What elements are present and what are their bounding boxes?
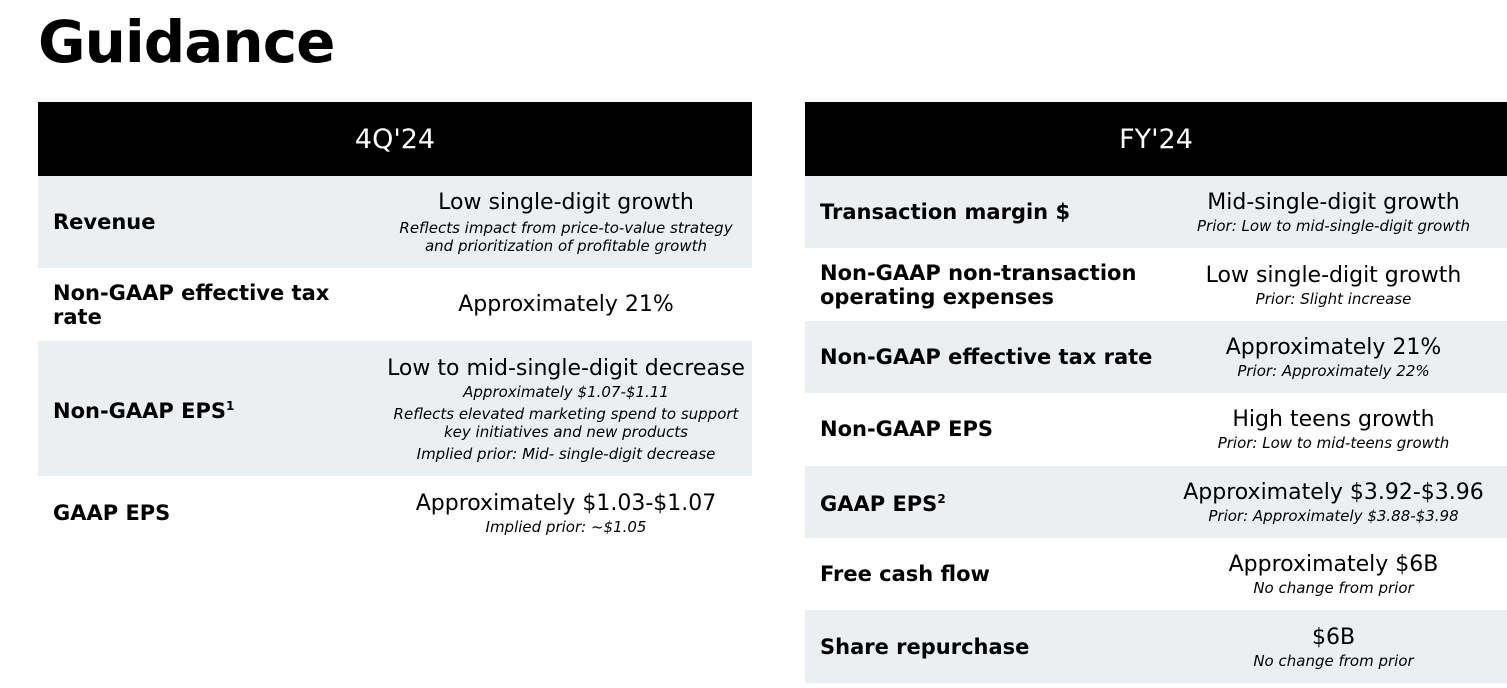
row-note: Reflects impact from price-to-value stra… — [399, 219, 733, 237]
row-label: Non-GAAP effective tax rate — [53, 280, 330, 329]
row-note: key initiatives and new products — [444, 422, 688, 441]
table-row: GAAP EPS Approximately $1.03-$1.07 Impli… — [38, 476, 752, 550]
row-value: Low single-digit growth — [1205, 262, 1462, 288]
page-title: Guidance — [38, 8, 335, 76]
quarter-guidance-table: 4Q'24 Revenue Low single-digit growth Re… — [38, 102, 752, 550]
row-note: Approximately $1.07-$1.11 — [463, 382, 669, 401]
row-value: Low single-digit growth — [438, 190, 694, 215]
table-row: Share repurchase $6B No change from prio… — [805, 610, 1507, 683]
row-note: Implied prior: Mid- single-digit decreas… — [416, 444, 716, 463]
row-label: Non-GAAP effective tax rate — [820, 344, 1153, 369]
table-row: Non-GAAP EPS High teens growth Prior: Lo… — [805, 393, 1507, 465]
row-note: No change from prior — [1253, 651, 1414, 670]
row-note: Prior: Approximately $3.88-$3.98 — [1208, 506, 1459, 525]
row-value: Approximately 21% — [1225, 334, 1442, 360]
row-note: Reflects elevated marketing spend to sup… — [393, 404, 739, 423]
table-row: Non-GAAP effective tax rate Approximatel… — [38, 268, 752, 341]
row-value: $6B — [1311, 624, 1356, 650]
row-label: Revenue — [53, 210, 156, 234]
row-note: Prior: Low to mid-teens growth — [1217, 434, 1450, 453]
row-label: Non-GAAP EPS1 — [53, 399, 235, 423]
row-label: Transaction margin $ — [820, 200, 1071, 225]
row-value: Mid-single-digit growth — [1207, 190, 1460, 216]
footnote-marker: 2 — [937, 492, 946, 507]
row-label: Share repurchase — [820, 634, 1030, 659]
fullyear-guidance-table: FY'24 Transaction margin $ Mid-single-di… — [805, 102, 1507, 683]
row-value: Approximately $1.03-$1.07 — [415, 491, 717, 516]
row-note: Implied prior: ~$1.05 — [485, 518, 647, 536]
row-label: Non-GAAP non-transaction operating expen… — [820, 260, 1137, 309]
footnote-marker: 1 — [225, 399, 235, 413]
table-row: Non-GAAP non-transaction operating expen… — [805, 248, 1507, 320]
table-row: GAAP EPS2 Approximately $3.92-$3.96 Prio… — [805, 465, 1507, 538]
table-header: FY'24 — [805, 102, 1507, 176]
table-row: Non-GAAP EPS1 Low to mid-single-digit de… — [38, 341, 752, 476]
row-value: Approximately $6B — [1228, 552, 1439, 578]
row-value: High teens growth — [1232, 407, 1435, 433]
row-label: GAAP EPS2 — [820, 492, 946, 517]
table-row: Free cash flow Approximately $6B No chan… — [805, 538, 1507, 610]
row-value: Low to mid-single-digit decrease — [387, 355, 745, 381]
table-row: Transaction margin $ Mid-single-digit gr… — [805, 176, 1507, 249]
row-note: and prioritization of profitable growth — [424, 237, 708, 255]
row-note: No change from prior — [1253, 579, 1414, 598]
table-header: 4Q'24 — [38, 102, 752, 176]
row-value: Approximately $3.92-$3.96 — [1183, 479, 1484, 505]
row-note: Prior: Slight increase — [1255, 289, 1412, 308]
table-row: Non-GAAP effective tax rate Approximatel… — [805, 320, 1507, 394]
row-label: Non-GAAP EPS — [820, 417, 993, 442]
row-note: Prior: Approximately 22% — [1237, 361, 1430, 380]
row-label: GAAP EPS — [53, 501, 171, 525]
row-label: Free cash flow — [820, 562, 990, 587]
row-value: Approximately 21% — [458, 291, 674, 317]
table-row: Revenue Low single-digit growth Reflects… — [38, 176, 752, 268]
row-note: Prior: Low to mid-single-digit growth — [1196, 217, 1471, 236]
